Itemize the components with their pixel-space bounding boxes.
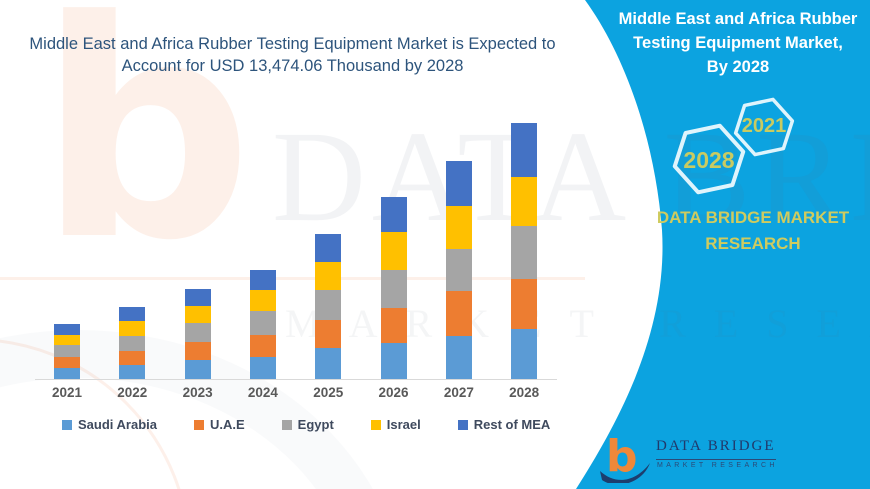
panel-title-line2: Testing Equipment Market,: [633, 33, 843, 52]
logo-subtitle: MARKET RESEARCH: [657, 462, 778, 469]
legend-label-israel: Israel: [386, 417, 421, 432]
chart-headline-line2: Account for USD 13,474.06 Thousand by 20…: [121, 57, 464, 76]
bar-2026-u-a-e-segment: [380, 308, 407, 343]
bar-2026-egypt-segment: [380, 270, 407, 308]
legend-label-u-a-e: U.A.E: [209, 417, 245, 432]
data-bridge-logo-icon: b: [600, 431, 650, 483]
x-axis-label-2025: 2025: [313, 385, 344, 400]
panel-title-line3: By 2028: [706, 57, 770, 76]
legend-item-egypt: Egypt: [281, 417, 334, 432]
bar-2024-u-a-e-segment: [249, 335, 276, 357]
legend-swatch-saudi-arabia-icon: [62, 419, 72, 430]
legend-item-u-a-e: U.A.E: [193, 417, 245, 432]
bar-2027-rest-of-mea-segment: [445, 161, 472, 206]
chart-headline-line1: Middle East and Africa Rubber Testing Eq…: [29, 35, 556, 53]
bar-2023-egypt-segment: [184, 323, 211, 342]
bar-2026-israel-segment: [380, 232, 407, 270]
x-axis-label-2021: 2021: [51, 385, 83, 400]
bar-2025-israel-segment: [315, 262, 342, 290]
legend-swatch-egypt-icon: [281, 419, 292, 430]
x-axis-label-2026: 2026: [378, 385, 409, 400]
legend-swatch-u-a-e-icon: [193, 419, 204, 430]
bar-2026-rest-of-mea-segment: [380, 197, 407, 232]
bar-2027-egypt-segment: [445, 249, 472, 291]
bar-2025-egypt-segment: [315, 290, 342, 320]
bar-2028-saudi-arabia-segment: [511, 329, 538, 379]
bar-2022-israel-segment: [119, 321, 146, 336]
legend-swatch-israel-icon: [370, 419, 381, 430]
legend-label-egypt: Egypt: [297, 417, 334, 432]
bar-2022-egypt-segment: [119, 336, 146, 351]
bar-2021-saudi-arabia-segment: [54, 368, 80, 379]
panel-title-line1: Middle East and Africa Rubber: [618, 10, 858, 28]
legend-item-saudi-arabia: Saudi Arabia: [62, 417, 157, 432]
legend-item-israel: Israel: [370, 417, 421, 432]
chart-headline: Middle East and Africa Rubber Testing Eq…: [15, 33, 570, 78]
bar-2028-israel-segment: [511, 177, 538, 226]
bar-2028-egypt-segment: [511, 226, 538, 279]
watermark-line: [0, 277, 585, 280]
bar-2022-saudi-arabia-segment: [119, 365, 146, 379]
logo-wordmark: DATA BRIDGE: [656, 438, 776, 460]
chart-legend: Saudi Arabia U.A.E Egypt Israel Rest of MEA: [62, 417, 550, 432]
bar-2023-rest-of-mea-segment: [184, 289, 211, 306]
watermark-logo-b: b: [38, 0, 253, 306]
hexagon-year-2021: 2021: [741, 115, 787, 137]
hexagon-year-2028: 2028: [683, 147, 735, 173]
bar-2021-rest-of-mea-segment: [54, 324, 80, 335]
bar-2023-saudi-arabia-segment: [184, 360, 211, 379]
panel-curve-shape: [576, 0, 870, 489]
bar-2028-rest-of-mea-segment: [511, 123, 538, 177]
bar-2025-saudi-arabia-segment: [315, 348, 342, 379]
legend-item-rest-of-mea: Rest of MEA: [457, 417, 551, 432]
bar-2026-saudi-arabia-segment: [380, 343, 407, 379]
hexagon-2021-icon: [733, 97, 795, 157]
legend-swatch-rest-of-mea-icon: [457, 419, 468, 430]
bar-2024-saudi-arabia-segment: [249, 357, 276, 379]
svg-text:b: b: [606, 431, 638, 482]
bar-2022-rest-of-mea-segment: [119, 307, 146, 321]
bar-2027-israel-segment: [445, 206, 472, 249]
x-axis-label-2024: 2024: [247, 385, 278, 400]
bar-2023-u-a-e-segment: [184, 342, 211, 360]
bar-2024-egypt-segment: [249, 311, 276, 335]
bar-2021-u-a-e-segment: [54, 357, 80, 368]
bar-2025-rest-of-mea-segment: [315, 234, 342, 262]
bar-2027-saudi-arabia-segment: [445, 336, 472, 379]
hexagon-2028-icon: [672, 123, 746, 195]
bar-2024-israel-segment: [249, 290, 276, 311]
panel-title: Middle East and Africa Rubber Testing Eq…: [612, 8, 864, 80]
legend-label-saudi-arabia: Saudi Arabia: [78, 417, 157, 432]
x-axis-line: [35, 379, 557, 380]
bar-2022-u-a-e-segment: [119, 351, 146, 365]
x-axis-label-2023: 2023: [182, 385, 213, 400]
bar-2028-u-a-e-segment: [511, 279, 538, 329]
bar-2023-israel-segment: [184, 306, 211, 323]
bar-2027-u-a-e-segment: [445, 291, 472, 336]
legend-label-rest-of-mea: Rest of MEA: [473, 417, 551, 432]
x-axis-label-2028: 2028: [509, 385, 540, 400]
bar-2024-rest-of-mea-segment: [249, 270, 276, 290]
bar-2025-u-a-e-segment: [315, 320, 342, 348]
brand-caption: DATA BRIDGE MARKET RESEARCH: [656, 208, 850, 253]
x-axis-label-2027: 2027: [443, 385, 474, 400]
bar-2021-egypt-segment: [54, 345, 80, 357]
x-axis-label-2022: 2022: [117, 385, 148, 400]
bar-2021-israel-segment: [54, 335, 80, 345]
watermark-text-primary: DATA BRIDGE: [272, 105, 870, 249]
